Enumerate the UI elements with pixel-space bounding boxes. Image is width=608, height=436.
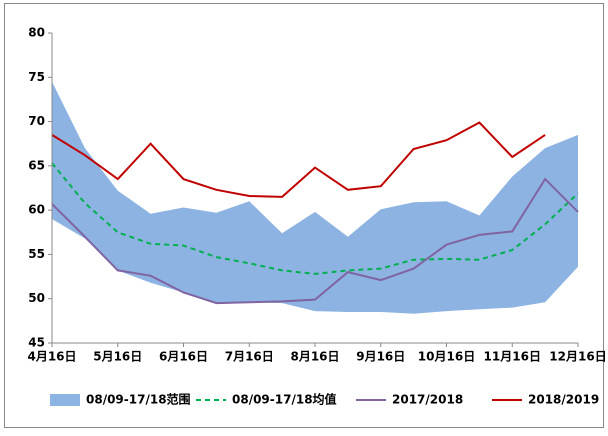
series-line <box>51 177 579 305</box>
y-tick-label: 50 <box>28 291 45 305</box>
x-tick-label: 7月16日 <box>225 350 274 364</box>
legend-swatch <box>50 394 80 406</box>
y-tick-label: 60 <box>28 203 45 217</box>
y-tick-label: 80 <box>28 26 45 40</box>
x-tick-label: 6月16日 <box>159 350 208 364</box>
series-line <box>51 121 546 198</box>
x-tick-label: 5月16日 <box>93 350 142 364</box>
legend-label: 08/09-17/18均值 <box>232 392 337 407</box>
x-tick-label: 4月16日 <box>27 350 76 364</box>
y-tick-label: 65 <box>28 158 45 172</box>
y-tick-label: 70 <box>28 114 45 128</box>
x-tick-label: 11月16日 <box>484 350 541 364</box>
legend-label: 2018/2019 <box>528 393 599 407</box>
x-tick-label: 9月16日 <box>356 350 405 364</box>
x-tick-label: 10月16日 <box>418 350 475 364</box>
range-area <box>52 81 578 314</box>
y-tick-label: 55 <box>28 247 45 261</box>
series-line <box>51 162 579 275</box>
y-tick-label: 75 <box>28 70 45 84</box>
y-tick-label: 45 <box>28 336 45 350</box>
legend-label: 2017/2018 <box>392 393 463 407</box>
x-tick-label: 8月16日 <box>290 350 339 364</box>
x-tick-label: 12月16日 <box>549 350 606 364</box>
legend-label: 08/09-17/18范围 <box>86 392 191 407</box>
